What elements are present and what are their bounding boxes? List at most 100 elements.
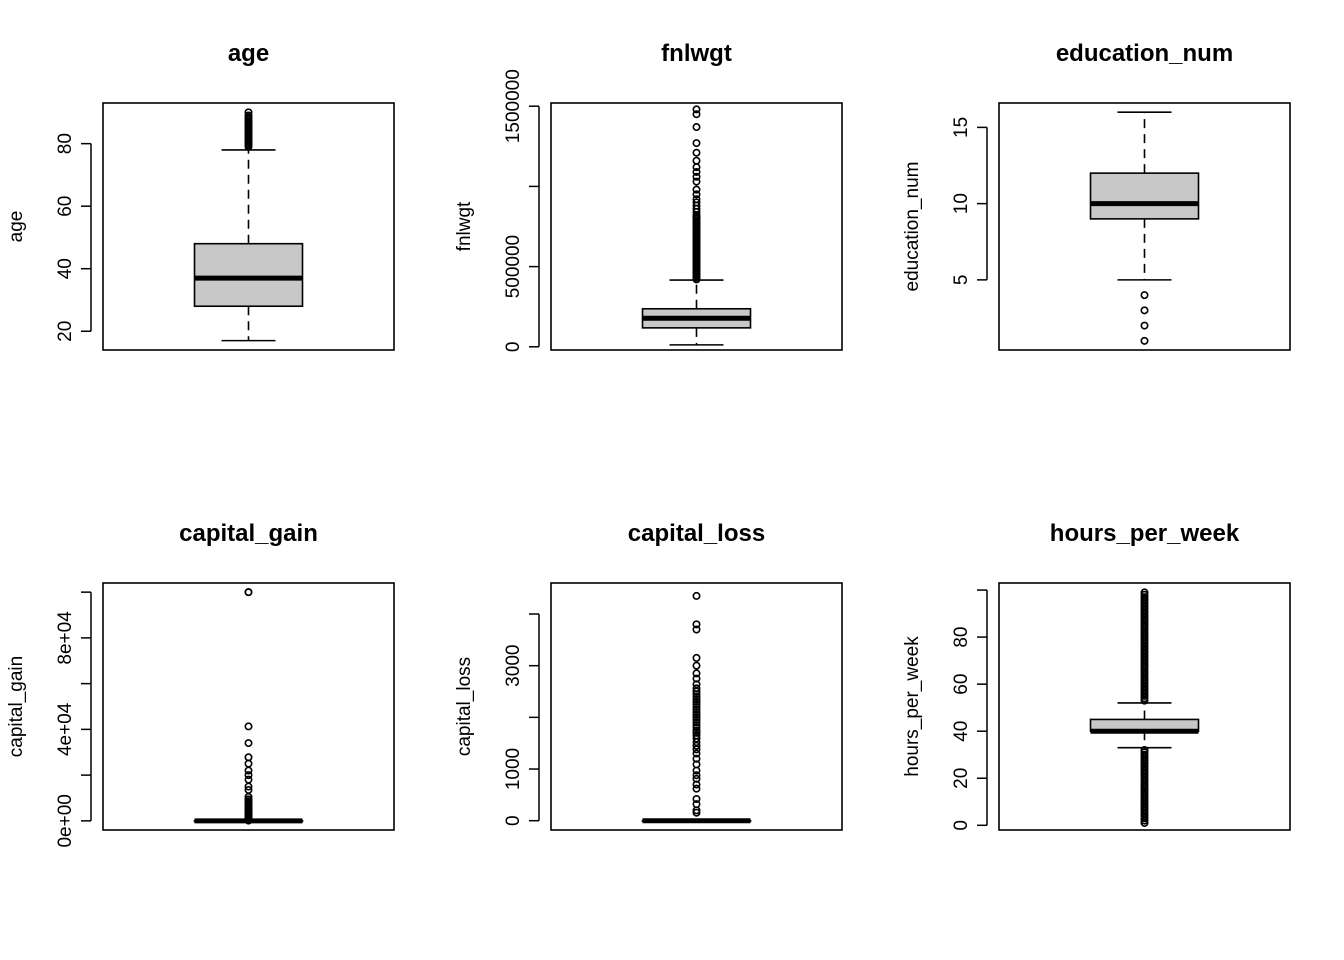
outlier-point [692, 794, 701, 803]
outlier-point [692, 703, 701, 712]
outlier-point [692, 700, 701, 709]
outlier-point [244, 759, 253, 768]
outlier-point [244, 111, 253, 120]
y-tick-label: 10 [951, 193, 972, 214]
outlier-point [692, 661, 701, 670]
outlier-point [692, 139, 701, 148]
outlier-point [692, 695, 701, 704]
y-axis-label: capital_gain [6, 656, 27, 757]
outlier-point [692, 620, 701, 629]
outlier-point [244, 722, 253, 731]
outlier-point [244, 588, 253, 597]
outlier-point [1140, 746, 1149, 755]
y-axis-label: capital_loss [454, 657, 475, 756]
panel-title: hours_per_week [1050, 520, 1240, 547]
outlier-point [244, 771, 253, 780]
panel-title: fnlwgt [661, 40, 732, 67]
y-axis-label: hours_per_week [902, 636, 923, 777]
y-tick-label: 20 [951, 768, 972, 789]
outlier-point [692, 110, 701, 119]
plot-frame [550, 102, 843, 351]
outlier-point [692, 800, 701, 809]
outlier-point [692, 754, 701, 763]
outlier-point [692, 195, 701, 204]
outlier-point [692, 784, 701, 793]
outlier-point [244, 739, 253, 748]
boxplot-panel-hours-per-week: hours_per_week hours_per_week 0 20 40 60 80 [902, 520, 1291, 831]
panel-title: education_num [1056, 40, 1233, 67]
outlier-point [692, 172, 701, 181]
outlier-point [692, 774, 701, 783]
panel-title: age [228, 40, 269, 67]
outlier-point [692, 148, 701, 157]
plot-frame [102, 102, 395, 351]
panel-title: capital_loss [628, 520, 765, 547]
outlier-point [692, 708, 701, 717]
outlier-point [692, 710, 701, 719]
boxplot-panel-capital-gain: capital_gain capital_gain 0e+00 4e+04 8e+04 [6, 520, 395, 848]
outlier-point [692, 185, 701, 194]
outlier-point [692, 705, 701, 714]
y-tick-label: 8e+04 [55, 611, 76, 665]
y-tick-label: 5 [951, 275, 972, 286]
y-tick-label: 60 [55, 196, 76, 217]
outlier-point [692, 692, 701, 701]
y-tick-label: 0 [951, 820, 972, 831]
outlier-point [244, 775, 253, 784]
outlier-point [1140, 588, 1149, 597]
outlier-point [692, 674, 701, 683]
outlier-point [692, 718, 701, 727]
boxplot-panel-education-num: education_num education_num 5 10 15 [902, 40, 1291, 351]
outlier-point [692, 123, 701, 132]
outlier-point [692, 105, 701, 114]
outlier-point [692, 741, 701, 750]
y-tick-label: 1500000 [503, 69, 524, 143]
outlier-point [692, 684, 701, 693]
y-tick-label: 0 [503, 815, 524, 826]
outlier-point [1140, 291, 1149, 300]
y-axis-label: fnlwgt [454, 201, 475, 251]
boxplot-panel-fnlwgt: fnlwgt fnlwgt 0 500000 1500000 [454, 40, 843, 353]
outlier-point [692, 669, 701, 678]
outlier-point [692, 687, 701, 696]
outlier-point [692, 653, 701, 662]
plot-frame [998, 102, 1291, 351]
outlier-point [1140, 321, 1149, 330]
iqr-box [1089, 172, 1200, 220]
outlier-point [692, 721, 701, 730]
outlier-point [244, 766, 253, 775]
plot-frame [998, 582, 1291, 831]
y-tick-label: 500000 [503, 235, 524, 298]
y-tick-label: 80 [951, 627, 972, 648]
y-axis-label: education_num [902, 162, 923, 292]
outlier-point [692, 591, 701, 600]
boxplot-panel-age: age age 20 40 60 80 [6, 40, 395, 351]
outlier-point [692, 713, 701, 722]
outlier-point [692, 697, 701, 706]
panel-title: capital_gain [179, 520, 318, 547]
outlier-point [1140, 336, 1149, 345]
plot-frame [102, 582, 395, 831]
y-tick-label: 1000 [503, 748, 524, 790]
y-tick-label: 4e+04 [55, 702, 76, 756]
outlier-point [692, 771, 701, 780]
boxplot-panel-capital-loss: capital_loss capital_loss 0 1000 3000 [454, 520, 843, 831]
outlier-point [692, 723, 701, 732]
y-tick-label: 0 [503, 342, 524, 353]
outlier-point [692, 731, 701, 740]
y-tick-label: 15 [951, 117, 972, 138]
outlier-point [1140, 306, 1149, 315]
outlier-point [692, 190, 701, 199]
outlier-point [692, 625, 701, 634]
outlier-point [692, 715, 701, 724]
y-axis-label: age [6, 211, 27, 243]
outlier-point [244, 108, 253, 117]
y-tick-label: 40 [951, 721, 972, 742]
outlier-point [692, 156, 701, 165]
y-tick-label: 60 [951, 674, 972, 695]
y-tick-label: 0e+00 [55, 794, 76, 847]
outlier-point [692, 177, 701, 186]
outlier-point [692, 167, 701, 176]
y-tick-label: 40 [55, 258, 76, 279]
